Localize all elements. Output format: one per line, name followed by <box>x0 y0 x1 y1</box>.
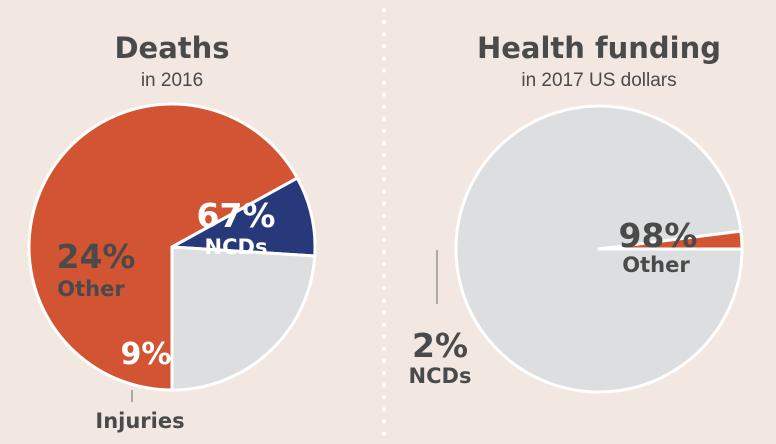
deaths-slice-other <box>170 245 317 392</box>
deaths-other-label: Other <box>57 277 125 301</box>
deaths-other-percent: 24% <box>57 237 136 276</box>
deaths-injuries-label: Injuries <box>95 409 184 433</box>
funding-slice-ncds <box>597 229 744 251</box>
funding-chart: Health funding in 2017 US dollars 98% Ot… <box>409 31 744 394</box>
funding-pie <box>454 104 744 394</box>
funding-ncds-label: NCDs <box>409 364 472 388</box>
funding-subtitle: in 2017 US dollars <box>521 70 676 91</box>
deaths-pie <box>27 102 317 392</box>
funding-title: Health funding <box>477 31 721 65</box>
deaths-slice-injuries <box>170 176 317 258</box>
deaths-injuries-percent: 9% <box>121 337 172 372</box>
deaths-ncds-percent: 67% <box>197 196 276 235</box>
deaths-title: Deaths <box>114 31 229 65</box>
deaths-chart: Deaths in 2016 67% NCDs 24% Other 9% Inj… <box>27 31 317 433</box>
funding-other-label: Other <box>622 253 690 277</box>
funding-other-percent: 98% <box>619 216 698 255</box>
funding-ncds-percent: 2% <box>412 326 468 365</box>
deaths-subtitle: in 2016 <box>141 70 203 91</box>
deaths-ncds-label: NCDs <box>205 235 268 259</box>
deaths-slice-ncds <box>27 102 299 392</box>
